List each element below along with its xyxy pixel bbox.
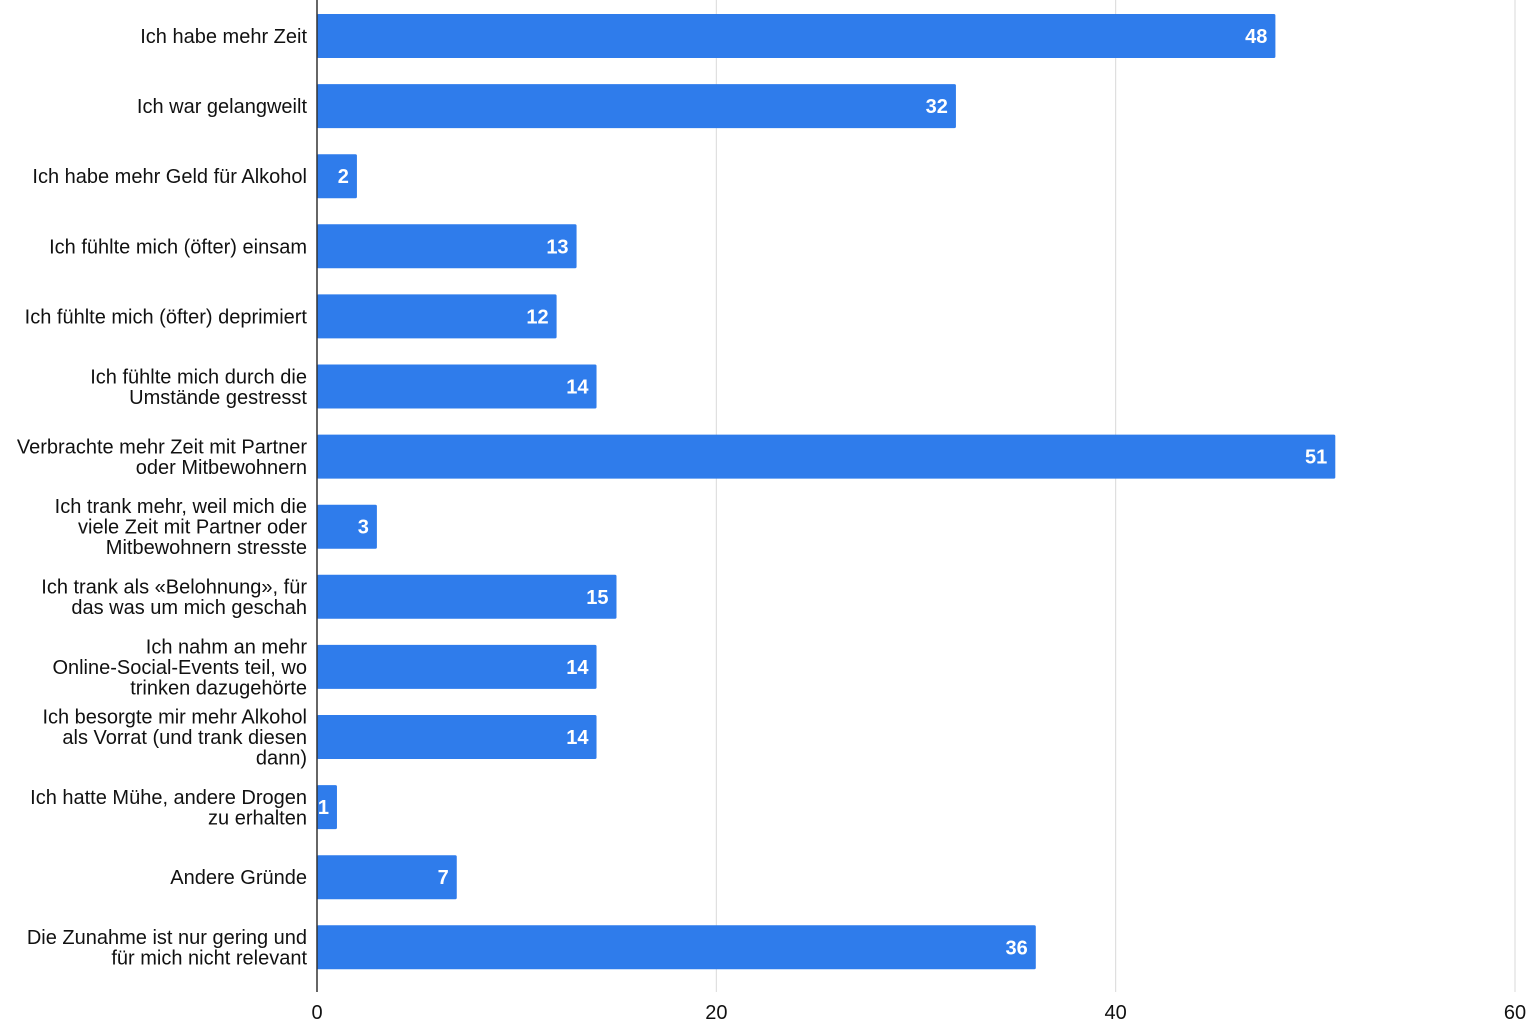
category-label-line: Ich fühlte mich durch die — [90, 366, 307, 388]
category-label-line: oder Mitbewohnern — [136, 457, 307, 479]
category-label-line: Ich trank als «Belohnung», für — [41, 577, 307, 599]
gridlines — [715, 0, 1516, 992]
bar-value-label: 1 — [318, 797, 329, 819]
x-tick-label: 20 — [705, 1002, 727, 1024]
bar-group: 48 — [317, 14, 1276, 58]
category-label-line: trinken dazugehörte — [130, 677, 307, 699]
category-label-line: Die Zunahme ist nur gering und — [27, 927, 307, 949]
bar — [317, 154, 357, 199]
category-label-line: Online-Social-Events teil, wo — [52, 657, 307, 679]
category-label-line: Ich habe mehr Geld für Alkohol — [32, 166, 307, 188]
bar-group: 14 — [317, 644, 597, 689]
x-tick-label: 60 — [1504, 1002, 1526, 1024]
category-label-line: Ich habe mehr Zeit — [140, 26, 307, 48]
category-label-line: zu erhalten — [208, 807, 307, 829]
bar-group: 3 — [317, 504, 377, 549]
bar — [317, 294, 557, 339]
bar-group: 14 — [317, 364, 597, 409]
bar — [317, 785, 337, 830]
category-label-line: Ich nahm an mehr — [146, 636, 308, 658]
bar — [317, 84, 956, 129]
bar-group: 14 — [317, 715, 597, 759]
bar-value-label: 3 — [358, 517, 369, 539]
bar-group: 1 — [317, 785, 337, 830]
x-axis-ticks: 0 20 40 60 — [311, 1002, 1526, 1024]
bar-group: 2 — [317, 154, 357, 199]
category-label-line: Umstände gestresst — [129, 387, 307, 409]
bar — [317, 14, 1276, 58]
category-label: Ich war gelangweilt — [137, 96, 308, 118]
bar — [317, 925, 1036, 970]
bar — [317, 644, 597, 689]
bar-group: 51 — [317, 434, 1336, 479]
category-label: Ich fühlte mich (öfter) deprimiert — [25, 306, 308, 328]
bar-value-label: 36 — [1006, 937, 1028, 959]
bar-value-label: 48 — [1245, 26, 1267, 48]
category-label-line: Ich fühlte mich (öfter) deprimiert — [25, 306, 308, 328]
bar-group: 15 — [317, 574, 617, 619]
category-label: Ich habe mehr Zeit — [140, 26, 307, 48]
bar-value-label: 51 — [1305, 447, 1327, 469]
category-label-line: Mitbewohnern stresste — [106, 537, 307, 559]
bar-value-label: 15 — [586, 587, 608, 609]
category-label-line: Ich fühlte mich (öfter) einsam — [49, 236, 307, 258]
category-label-line: Ich hatte Mühe, andere Drogen — [30, 787, 307, 809]
bar-group: 13 — [317, 224, 577, 269]
category-label-line: Verbrachte mehr Zeit mit Partner — [17, 436, 307, 458]
category-label-line: Ich war gelangweilt — [137, 96, 308, 118]
bar-group: 36 — [317, 925, 1036, 970]
bar-value-label: 2 — [338, 166, 349, 188]
category-label-line: Andere Gründe — [170, 867, 307, 889]
bar-value-label: 7 — [438, 867, 449, 889]
bar-value-label: 32 — [926, 96, 948, 118]
category-label-line: Ich trank mehr, weil mich die — [55, 496, 307, 518]
bar-value-label: 13 — [546, 236, 568, 258]
bars: 48 32 2 13 12 14 51 3 15 14 14 1 7 36 — [317, 14, 1336, 970]
bar-group: 7 — [317, 855, 457, 900]
category-label: Ich fühlte mich (öfter) einsam — [49, 236, 307, 258]
category-label: Andere Gründe — [170, 867, 307, 889]
category-labels: Ich habe mehr Zeit Ich war gelangweilt Ich… — [17, 26, 308, 970]
bar-value-label: 14 — [566, 727, 589, 749]
bar — [317, 574, 617, 619]
bar — [317, 224, 577, 269]
bar — [317, 855, 457, 900]
category-label-line: dann) — [256, 748, 307, 770]
bar-group: 32 — [317, 84, 956, 129]
category-label-line: für mich nicht relevant — [111, 948, 307, 970]
category-label-line: viele Zeit mit Partner oder — [78, 517, 307, 539]
bar — [317, 504, 377, 549]
x-tick-label: 0 — [311, 1002, 322, 1024]
bar-value-label: 14 — [566, 377, 589, 399]
category-label-line: das was um mich geschah — [71, 597, 307, 619]
bar — [317, 364, 597, 409]
category-label: Ich habe mehr Geld für Alkohol — [32, 166, 307, 188]
category-label-line: Ich besorgte mir mehr Alkohol — [42, 707, 307, 729]
bar — [317, 434, 1336, 479]
category-label-line: als Vorrat (und trank diesen — [62, 727, 307, 749]
bar-value-label: 12 — [526, 306, 548, 328]
bar-value-label: 14 — [566, 657, 589, 679]
bar — [317, 715, 597, 759]
x-tick-label: 40 — [1105, 1002, 1127, 1024]
bar-group: 12 — [317, 294, 557, 339]
